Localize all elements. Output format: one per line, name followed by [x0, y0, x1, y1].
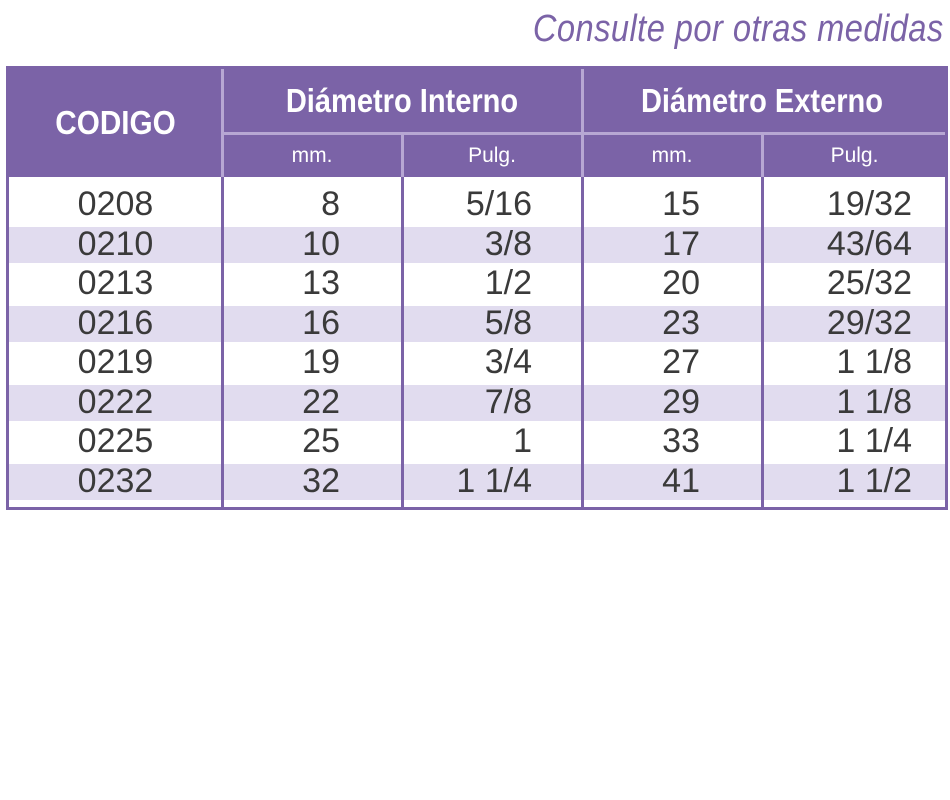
table-row: 0225 25 1 33 1 1/4: [9, 422, 945, 460]
header-externo-pulg: Pulg.: [830, 144, 879, 167]
table-row: 0232 32 1 1/4 41 1 1/2: [9, 461, 945, 500]
header-divider: [224, 132, 945, 135]
table-header: CODIGO Diámetro Interno Diámetro Externo…: [9, 69, 945, 177]
cell-codigo: 0210: [77, 224, 154, 263]
cell-externo-mm: 20: [662, 264, 700, 302]
table-row: 0222 22 7/8 29 1 1/8: [9, 382, 945, 421]
cell-codigo: 0232: [77, 461, 154, 500]
table-row: 0210 10 3/8 17 43/64: [9, 224, 945, 263]
cell-interno-pulg: 5/8: [484, 303, 532, 342]
cell-externo-pulg: 1 1/4: [836, 422, 912, 460]
cell-interno-pulg: 3/4: [484, 343, 532, 381]
header-diametro-externo: Diámetro Externo: [640, 82, 884, 119]
table-row: 0219 19 3/4 27 1 1/8: [9, 343, 945, 381]
header-externo-mm: mm.: [651, 144, 693, 167]
cell-interno-pulg: 7/8: [484, 382, 532, 421]
cell-externo-pulg: 1 1/8: [836, 382, 912, 421]
cell-externo-pulg: 25/32: [826, 264, 912, 302]
cell-externo-mm: 33: [662, 422, 700, 460]
cell-externo-pulg: 29/32: [826, 303, 912, 342]
cell-externo-mm: 15: [662, 185, 700, 223]
cell-interno-pulg: 1/2: [484, 264, 532, 302]
cell-codigo: 0222: [77, 382, 154, 421]
cell-externo-pulg: 1 1/8: [836, 343, 912, 381]
cell-externo-mm: 23: [662, 303, 700, 342]
column-divider: [221, 177, 224, 510]
cell-externo-mm: 41: [662, 461, 700, 500]
cell-interno-mm: 22: [302, 382, 340, 421]
header-interno-pulg: Pulg.: [468, 144, 516, 167]
cell-codigo: 0213: [77, 264, 154, 302]
cell-interno-mm: 13: [302, 264, 340, 302]
cell-interno-mm: 10: [302, 224, 340, 263]
cell-externo-mm: 17: [662, 224, 700, 263]
cell-interno-mm: 8: [321, 185, 340, 223]
header-divider: [221, 69, 224, 177]
cell-interno-pulg: 3/8: [484, 224, 532, 263]
header-interno-mm: mm.: [291, 144, 333, 167]
cell-interno-pulg: 1 1/4: [456, 461, 532, 500]
cell-interno-mm: 32: [302, 461, 340, 500]
table-row: 0208 8 5/16 15 19/32: [9, 185, 945, 223]
cell-codigo: 0208: [77, 185, 154, 223]
header-codigo: CODIGO: [55, 104, 176, 141]
header-diametro-interno: Diámetro Interno: [285, 82, 519, 119]
column-divider: [581, 177, 584, 510]
note-text: Consulte por otras medidas: [533, 8, 944, 50]
sizes-table: CODIGO Diámetro Interno Diámetro Externo…: [6, 66, 948, 510]
cell-interno-pulg: 5/16: [465, 185, 532, 223]
cell-externo-mm: 29: [662, 382, 700, 421]
cell-codigo: 0219: [77, 343, 154, 381]
header-divider: [581, 69, 584, 177]
cell-interno-pulg: 1: [513, 422, 532, 460]
table-row: 0213 13 1/2 20 25/32: [9, 264, 945, 302]
header-divider: [761, 135, 764, 177]
header-divider: [401, 135, 404, 177]
cell-interno-mm: 25: [302, 422, 340, 460]
cell-externo-mm: 27: [662, 343, 700, 381]
cell-externo-pulg: 43/64: [826, 224, 912, 263]
column-divider: [761, 177, 764, 510]
table-row: 0216 16 5/8 23 29/32: [9, 303, 945, 342]
cell-interno-mm: 19: [302, 343, 340, 381]
cell-codigo: 0216: [77, 303, 154, 342]
cell-externo-pulg: 19/32: [826, 185, 912, 223]
column-divider: [401, 177, 404, 510]
cell-codigo: 0225: [77, 422, 154, 460]
cell-interno-mm: 16: [302, 303, 340, 342]
cell-externo-pulg: 1 1/2: [836, 461, 912, 500]
